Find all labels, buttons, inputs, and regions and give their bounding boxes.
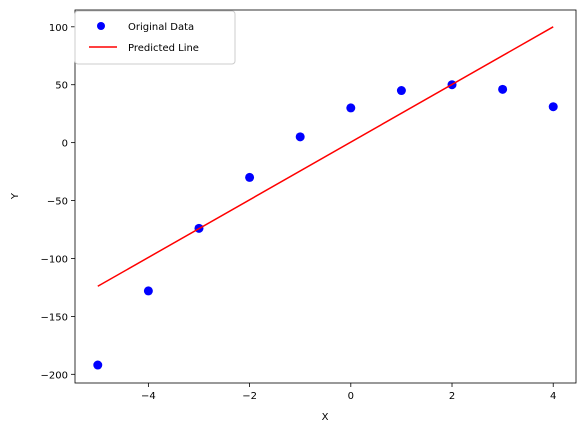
y-axis-label: Y (10, 192, 21, 200)
axes-frame (74, 9, 577, 384)
plot-layer (93, 26, 558, 370)
x-tick-label: 4 (550, 391, 556, 402)
axes-layer: −4 −2 0 2 4 −200 −150 −100 −50 0 50 100 (41, 9, 577, 402)
x-tick-label: 0 (348, 391, 354, 402)
data-point (396, 86, 406, 96)
y-tick-label: −150 (41, 312, 68, 323)
y-tick-label: −50 (47, 197, 68, 208)
legend-marker-original-data (97, 22, 105, 30)
legend-label-predicted-line: Predicted Line (128, 43, 199, 54)
data-point (143, 286, 153, 296)
x-axis-label: X (322, 412, 329, 423)
x-tick-label: −4 (141, 391, 156, 402)
y-tick-label: 0 (62, 139, 68, 150)
data-point (295, 132, 305, 142)
y-tick-label: 100 (49, 23, 68, 34)
x-tick-label: −2 (242, 391, 257, 402)
data-point (245, 172, 255, 182)
predicted-line (97, 26, 554, 287)
y-tick-label: 50 (55, 81, 68, 92)
data-point (498, 84, 508, 94)
legend: Original Data Predicted Line (74, 10, 236, 65)
data-point (548, 102, 558, 112)
y-tick-label: −200 (41, 370, 68, 381)
x-tick-label: 2 (449, 391, 455, 402)
legend-label-original-data: Original Data (128, 22, 194, 33)
y-tick-label: −100 (41, 254, 68, 265)
data-point (346, 103, 356, 113)
data-point (93, 360, 103, 370)
legend-frame (74, 10, 236, 65)
